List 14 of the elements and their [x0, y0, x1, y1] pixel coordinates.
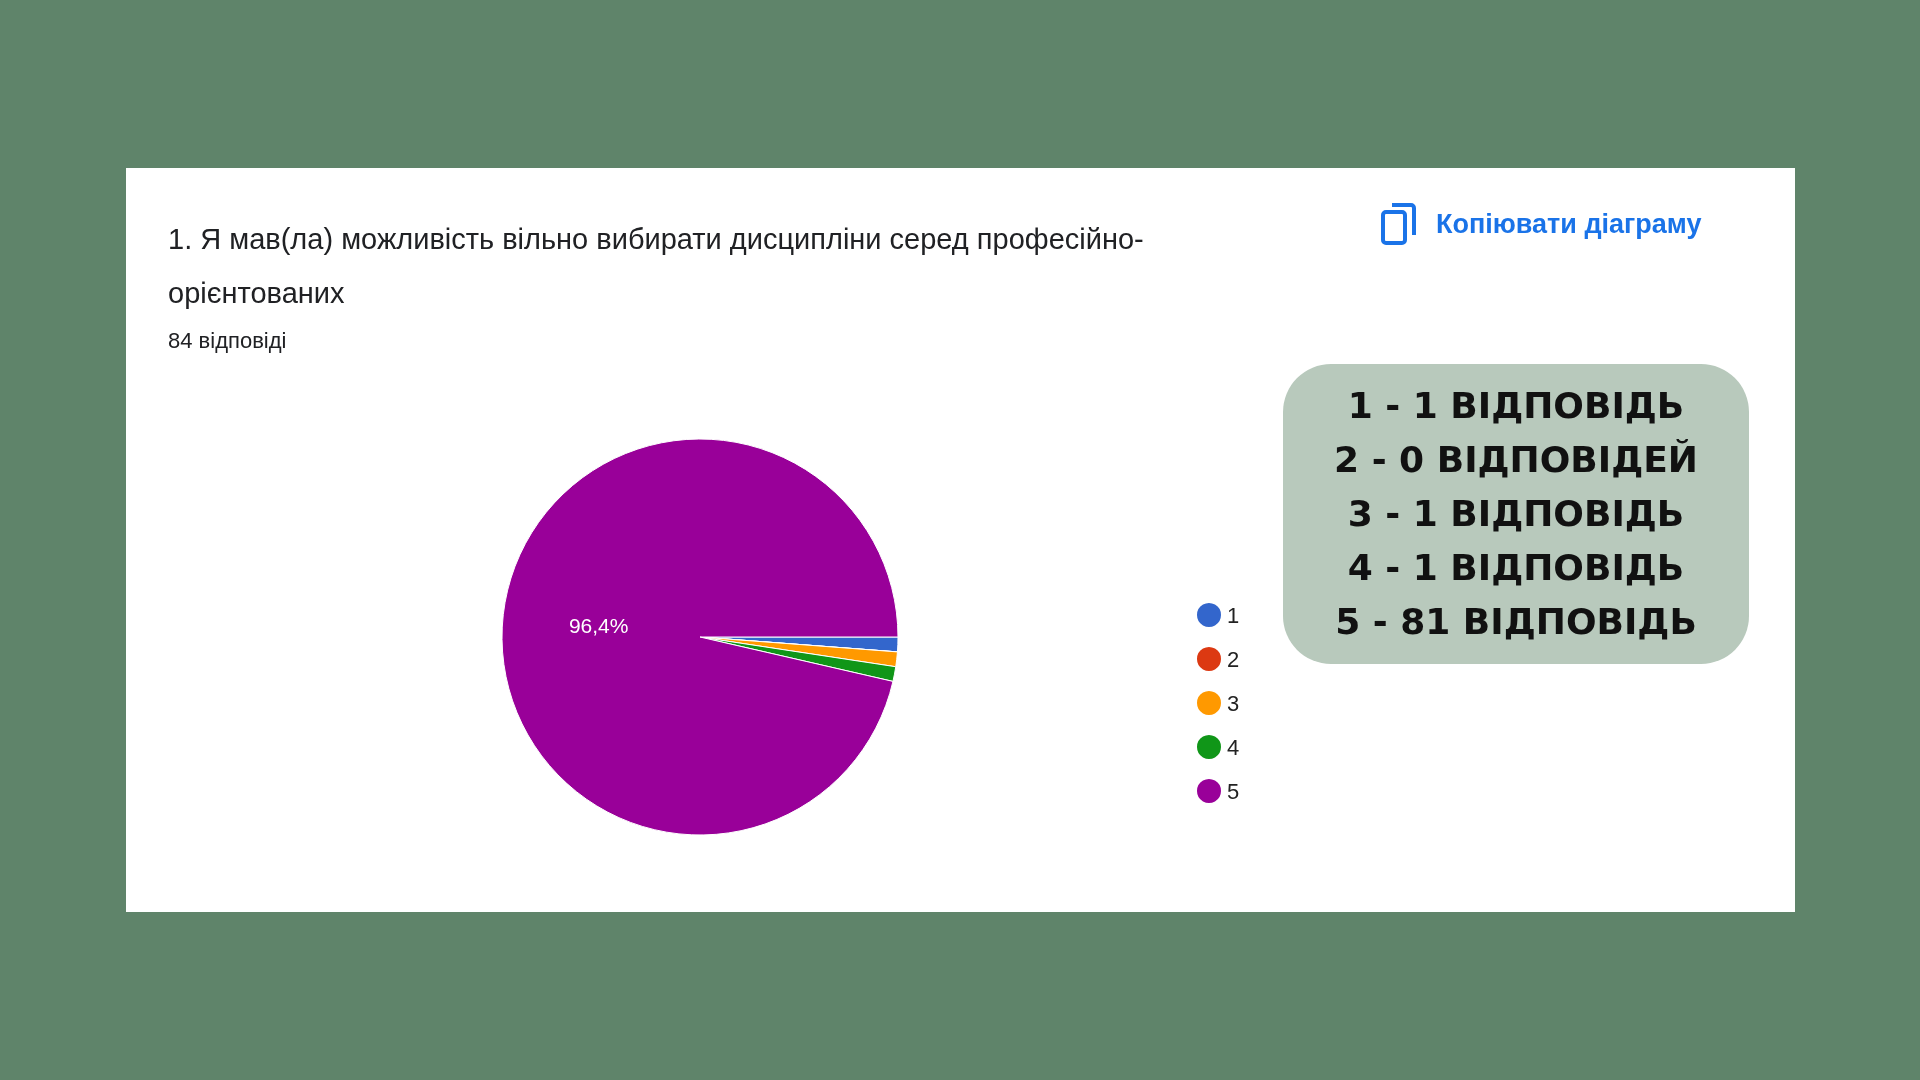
- legend-label: 2: [1227, 646, 1240, 672]
- chart-title: 1. Я мав(ла) можливість вільно вибирати дисципліни серед професійно-орієнтованих: [168, 222, 1145, 311]
- legend-label: 1: [1227, 602, 1240, 628]
- text: 1 - 1 ВІДПОВІДЬ: [1347, 384, 1685, 428]
- legend-label: 4: [1227, 734, 1240, 760]
- text: Копіювати діаграму: [1436, 208, 1702, 240]
- text: 2 - 0 ВІДПОВІДЕЙ: [1334, 438, 1698, 482]
- text: 84 відповіді: [168, 328, 287, 354]
- legend-label: 3: [1227, 690, 1240, 716]
- text: 5 - 81 ВІДПОВІДЬ: [1335, 600, 1697, 644]
- data-label: 96,4%: [568, 613, 629, 637]
- legend-label: 5: [1227, 778, 1240, 804]
- text: 3 - 1 ВІДПОВІДЬ: [1347, 492, 1685, 536]
- text: 4 - 1 ВІДПОВІДЬ: [1347, 546, 1685, 590]
